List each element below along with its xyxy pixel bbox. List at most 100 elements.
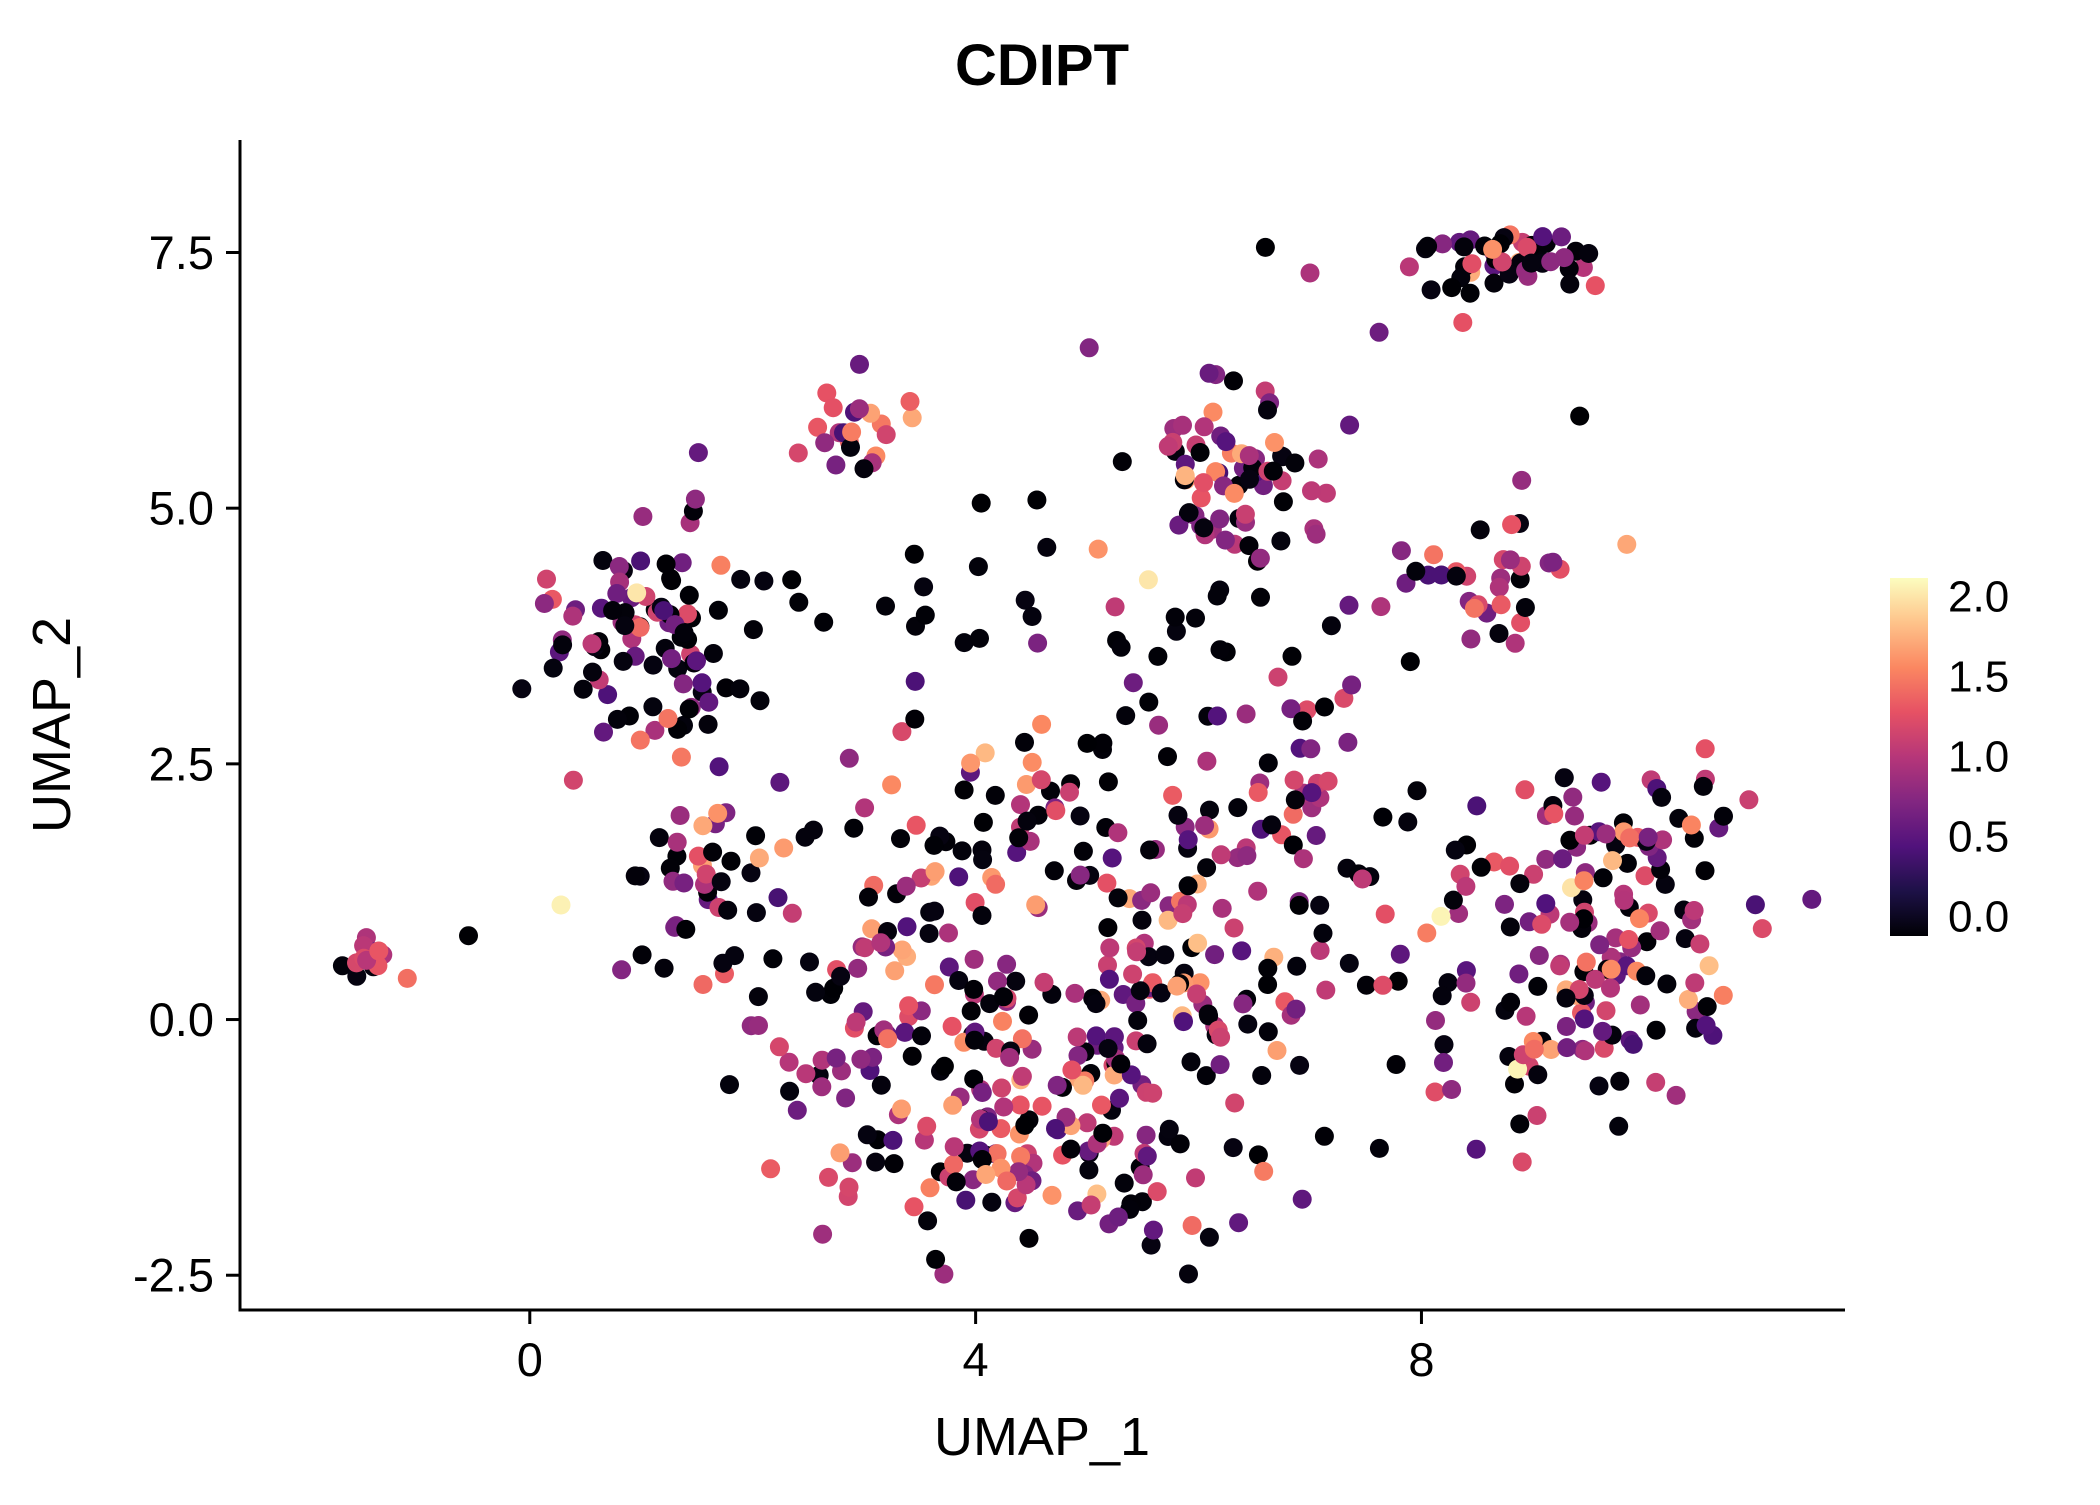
data-point <box>582 634 602 654</box>
data-point <box>920 1178 940 1198</box>
data-point <box>1079 338 1099 358</box>
colorbar-tick-label: 1.5 <box>1948 653 2009 702</box>
data-point <box>1194 518 1214 538</box>
data-point <box>1187 984 1207 1004</box>
data-point <box>1015 732 1034 752</box>
data-point <box>1031 770 1051 790</box>
data-point <box>670 806 690 825</box>
data-point <box>1491 595 1511 615</box>
data-point <box>1316 980 1336 1000</box>
data-point <box>1235 504 1255 524</box>
data-point <box>1258 400 1277 420</box>
data-point <box>943 1095 963 1115</box>
data-point <box>1570 406 1590 426</box>
data-point <box>1576 952 1596 972</box>
data-point <box>926 1249 946 1269</box>
data-point <box>993 1011 1012 1031</box>
data-point <box>855 798 875 818</box>
data-point <box>1207 586 1227 606</box>
data-point <box>1310 941 1330 960</box>
data-point <box>1579 244 1599 263</box>
data-point <box>1556 1017 1576 1036</box>
data-point <box>746 903 766 923</box>
data-point <box>632 945 652 965</box>
data-point <box>961 1001 981 1021</box>
y-tick-label: 0.0 <box>149 993 214 1046</box>
data-point <box>994 987 1013 1007</box>
data-point <box>1696 1015 1716 1035</box>
data-point <box>1212 898 1232 918</box>
data-point <box>905 671 925 691</box>
data-point <box>1088 539 1108 559</box>
data-point <box>1433 234 1452 254</box>
data-point <box>1224 918 1244 938</box>
data-point <box>1047 1075 1067 1095</box>
data-point <box>1283 835 1303 855</box>
data-point <box>1258 975 1278 994</box>
data-point <box>748 987 768 1007</box>
data-point <box>1205 945 1225 965</box>
data-point <box>768 888 788 908</box>
data-point <box>711 872 731 892</box>
data-point <box>1206 462 1226 482</box>
data-point <box>1173 415 1192 435</box>
data-point <box>885 961 905 981</box>
data-point <box>806 982 826 1002</box>
data-point <box>672 553 692 573</box>
data-point <box>703 644 723 663</box>
colorbar-gradient <box>1890 578 1928 936</box>
data-point <box>1099 969 1119 989</box>
data-point <box>1614 890 1634 910</box>
data-point <box>1283 804 1303 824</box>
data-point <box>1141 1235 1161 1255</box>
data-point <box>1166 621 1186 641</box>
data-point <box>1068 1046 1088 1066</box>
data-point <box>1666 1085 1686 1105</box>
data-point <box>1560 274 1580 294</box>
data-point <box>906 815 926 835</box>
data-point <box>1536 849 1556 869</box>
data-point <box>859 887 878 907</box>
data-point <box>1340 415 1360 435</box>
data-point <box>862 919 882 939</box>
data-point <box>1590 935 1610 955</box>
data-point <box>1424 545 1444 565</box>
data-point <box>1697 997 1717 1017</box>
data-point <box>534 594 554 613</box>
data-point <box>553 635 573 655</box>
data-point <box>1678 990 1698 1009</box>
data-point <box>676 919 696 939</box>
data-point <box>1515 780 1535 800</box>
data-point <box>716 678 736 698</box>
data-point <box>1200 800 1219 820</box>
data-point <box>746 826 766 846</box>
data-point <box>1442 278 1462 298</box>
data-point <box>1111 1054 1131 1074</box>
data-point <box>1695 861 1715 881</box>
data-point <box>944 1137 964 1157</box>
data-point <box>770 772 790 792</box>
data-point <box>978 1112 998 1132</box>
data-point <box>1197 751 1217 771</box>
data-point <box>972 1150 992 1169</box>
data-point <box>1373 807 1393 827</box>
data-point <box>892 722 912 742</box>
data-point <box>1681 815 1701 835</box>
data-point <box>1191 488 1211 508</box>
data-point <box>924 835 944 855</box>
data-point <box>1585 276 1605 296</box>
data-point <box>1541 1040 1561 1059</box>
data-point <box>1097 873 1117 893</box>
data-point <box>1167 976 1187 996</box>
data-point <box>1635 866 1655 886</box>
data-point <box>720 1075 739 1095</box>
data-point <box>1133 1165 1153 1185</box>
data-point <box>1521 253 1541 273</box>
data-point <box>563 770 583 790</box>
data-point <box>1240 469 1259 489</box>
data-point <box>1198 1004 1218 1024</box>
data-point <box>1556 988 1576 1008</box>
data-point <box>1596 824 1616 844</box>
data-point <box>609 557 629 576</box>
data-point <box>671 747 691 767</box>
